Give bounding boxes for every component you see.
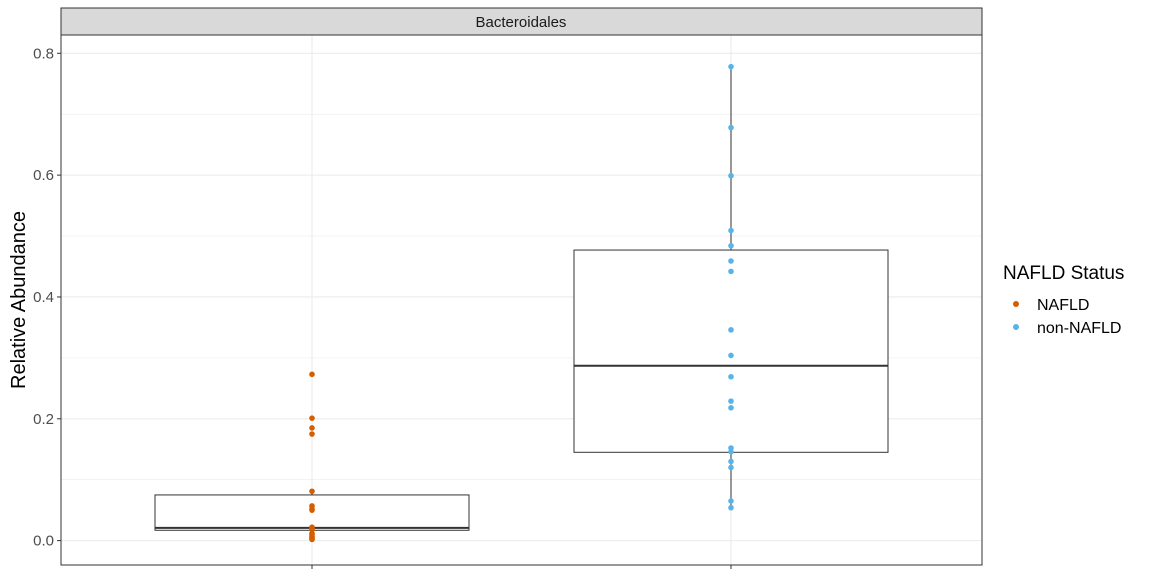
legend-key-non-nafld — [1013, 324, 1019, 330]
legend-item-nafld: NAFLD — [1013, 297, 1089, 314]
legend: NAFLD Status NAFLD non-NAFLD — [1003, 263, 1124, 337]
y-tick-label: 0.0 — [33, 533, 54, 550]
box-layer — [154, 66, 889, 540]
y-tick-label: 0.2 — [33, 411, 54, 428]
data-point — [728, 172, 734, 179]
data-point — [728, 464, 734, 471]
data-point — [728, 124, 734, 131]
y-axis: 0.0 0.2 0.4 0.6 0.8 — [33, 45, 61, 550]
data-point — [728, 458, 734, 465]
data-point — [728, 227, 734, 234]
data-point — [309, 415, 315, 421]
data-point — [309, 488, 315, 495]
legend-label-nafld: NAFLD — [1037, 297, 1089, 314]
legend-label-non-nafld: non-NAFLD — [1037, 320, 1121, 337]
data-point — [309, 507, 315, 513]
x-axis — [311, 565, 732, 569]
point-layer — [309, 63, 734, 543]
data-point — [728, 398, 734, 404]
data-point — [728, 352, 734, 359]
data-point — [728, 405, 734, 411]
data-point — [309, 431, 315, 437]
facet-strip-background — [60, 7, 983, 36]
legend-key-nafld — [1013, 301, 1019, 307]
data-point — [728, 63, 734, 70]
box — [573, 249, 889, 453]
data-point — [728, 448, 734, 455]
y-tick-label: 0.8 — [33, 45, 54, 62]
data-point — [728, 373, 734, 380]
data-point — [728, 268, 734, 275]
data-point — [728, 498, 734, 504]
data-point — [728, 327, 734, 333]
legend-item-non-nafld: non-NAFLD — [1013, 320, 1121, 337]
data-point — [728, 242, 734, 249]
y-axis-label: Relative Abundance — [8, 211, 30, 389]
boxplot-non-nafld — [573, 66, 889, 509]
data-point — [728, 504, 734, 511]
facet-strip: Bacteroidales — [60, 7, 983, 36]
data-point — [309, 371, 315, 378]
data-point — [728, 258, 734, 264]
data-point — [309, 536, 315, 543]
data-point — [309, 425, 315, 431]
facet-strip-label: Bacteroidales — [476, 14, 567, 31]
legend-title: NAFLD Status — [1003, 263, 1124, 284]
y-tick-label: 0.6 — [33, 167, 54, 184]
y-tick-label: 0.4 — [33, 289, 54, 306]
